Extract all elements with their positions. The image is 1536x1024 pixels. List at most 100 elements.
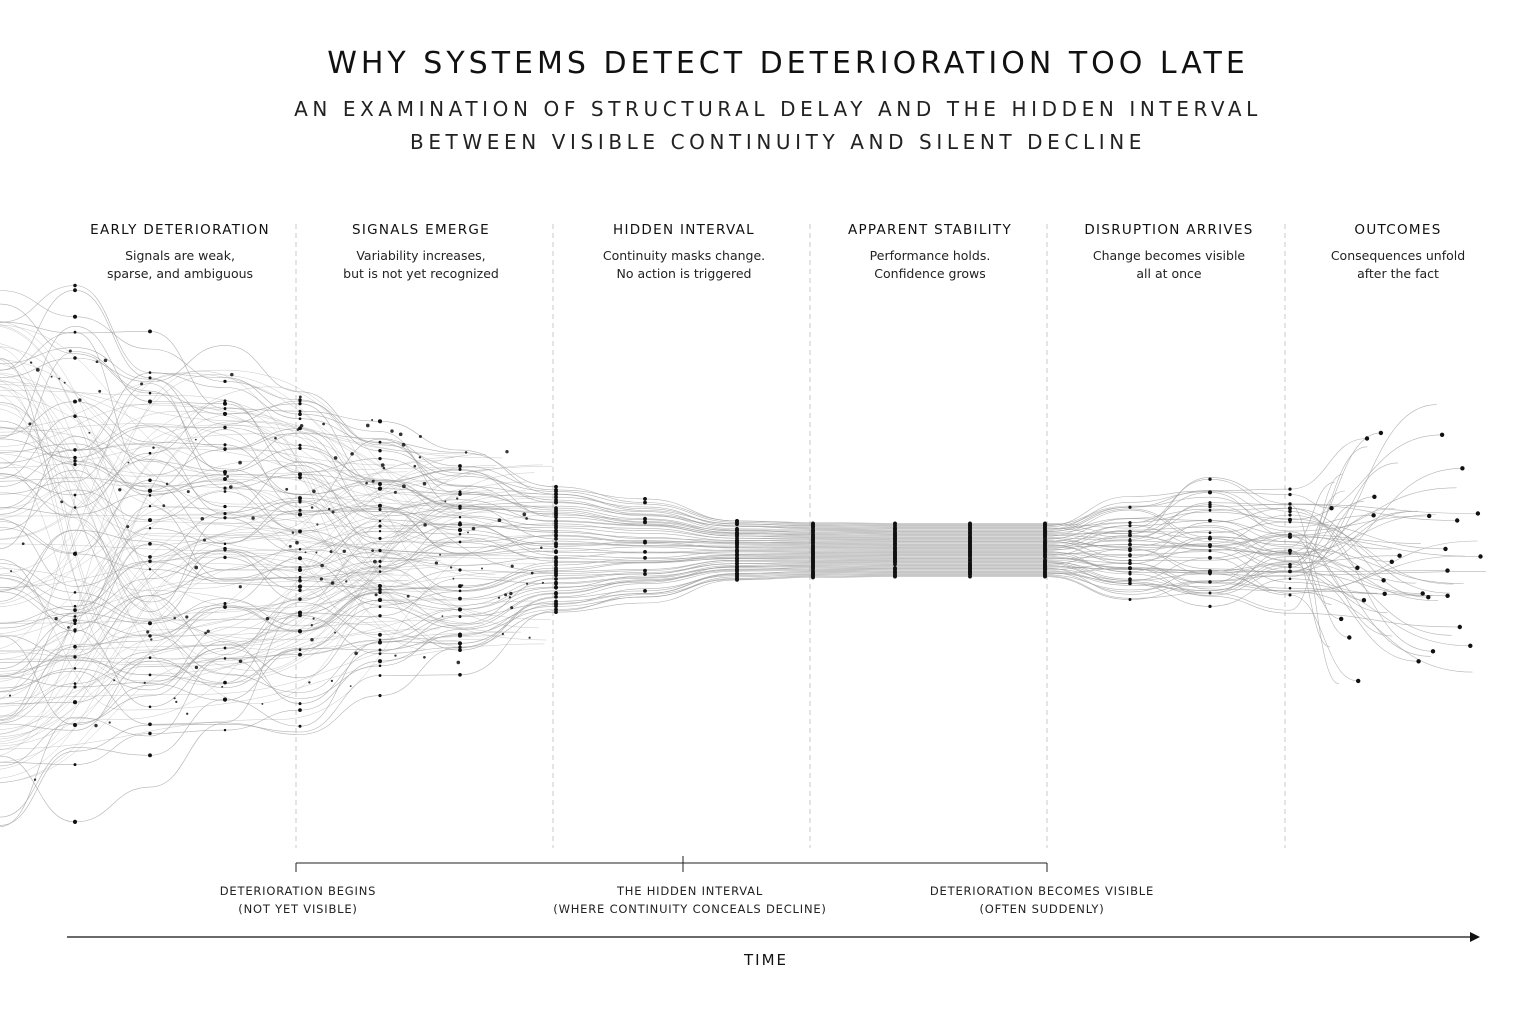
flow-node [394,654,397,657]
flow-node [501,632,505,636]
flow-node [377,597,383,603]
flow-node [554,610,558,614]
flow-strand [0,569,1359,767]
flow-node [540,546,543,549]
flow-node [378,524,382,528]
flow-node [73,591,77,594]
flow-node [643,540,647,545]
flow-strand [0,384,556,573]
flow-node [173,697,176,700]
flow-node [331,510,335,514]
flow-node [378,570,382,573]
flow-strand [0,404,494,622]
flow-node [319,577,324,581]
flow-node [434,561,439,565]
flow-node [735,561,739,566]
flow-strand [0,475,392,671]
flow-node [522,512,527,517]
flow-node [298,508,302,512]
flow-node [73,462,77,467]
flow-node [504,593,508,597]
flow-node [298,556,302,561]
flow-node [58,377,61,380]
flow-node [1288,534,1292,539]
flow-node [299,424,304,428]
flow-node [148,399,152,404]
flow-node [371,549,374,552]
flow-node [1128,542,1132,547]
flow-node [296,428,300,431]
phase-title: DISRUPTION ARRIVES [1084,222,1254,238]
flow-node [322,422,325,426]
flow-strand [0,638,489,699]
flow-node [33,778,37,781]
flow-strand [0,464,544,750]
flow-node [150,638,153,641]
flow-node [1288,492,1292,497]
flow-node [223,448,227,451]
flow-node [458,515,462,519]
flow-node [203,538,206,542]
flow-node [554,484,558,489]
flow-node [1361,598,1367,603]
flow-node [554,495,558,500]
flow-strand [0,563,536,705]
flow-node [67,626,70,629]
flow-node [378,449,382,453]
flow-node [423,523,427,527]
flow-node [382,466,386,470]
flow-nodes [8,283,1483,825]
flow-strand [0,324,515,633]
flow-node [148,568,152,571]
flow-node [509,591,513,596]
flow-node [554,534,558,538]
flow-strand [0,471,408,718]
flow-node [148,555,152,559]
phase-early-deterioration: EARLY DETERIORATION Signals are weak, sp… [70,222,290,283]
flow-strand [0,346,455,505]
flow-node [458,504,462,509]
flow-node [148,504,152,508]
flow-node [452,577,455,580]
flow-strand [0,566,545,711]
flow-node [1208,508,1212,512]
flow-strand [0,535,1392,692]
flow-strand [0,379,550,685]
flow-node [393,490,397,494]
flow-node [1347,635,1352,640]
flow-strand [0,473,1423,613]
time-arrow [67,932,1480,942]
flow-node [73,506,77,509]
flow-strand [0,570,1448,765]
flow-strand [0,555,1400,669]
flow-node [73,655,77,659]
flow-node [223,516,227,520]
flow-node [143,681,146,684]
page-title: WHY SYSTEMS DETECT DETERIORATION TOO LAT… [327,46,1249,81]
phase-dividers [295,224,1286,848]
flow-node [73,622,77,626]
flow-node [148,634,152,638]
flow-node [186,490,190,494]
flow-node [1372,494,1377,499]
flow-node [365,481,368,485]
flow-node [554,537,558,541]
flow-node [1445,593,1450,598]
flow-node [1128,521,1132,525]
flow-node [458,607,462,612]
flow-node [298,702,302,706]
flow-node [113,679,116,682]
flow-node [173,616,176,620]
flow-node [378,565,382,568]
flow-node [458,672,462,677]
flow-strand [0,380,440,675]
flow-node [94,723,98,728]
flow-node [554,563,558,567]
flow-node [1128,561,1132,566]
flow-strand [0,468,1463,818]
flow-node [377,419,383,424]
flow-node [1378,430,1384,436]
flow-strand [0,443,403,604]
flow-node [194,665,199,670]
marker-deterioration-visible: DETERIORATION BECOMES VISIBLE (OFTEN SUD… [929,884,1155,916]
